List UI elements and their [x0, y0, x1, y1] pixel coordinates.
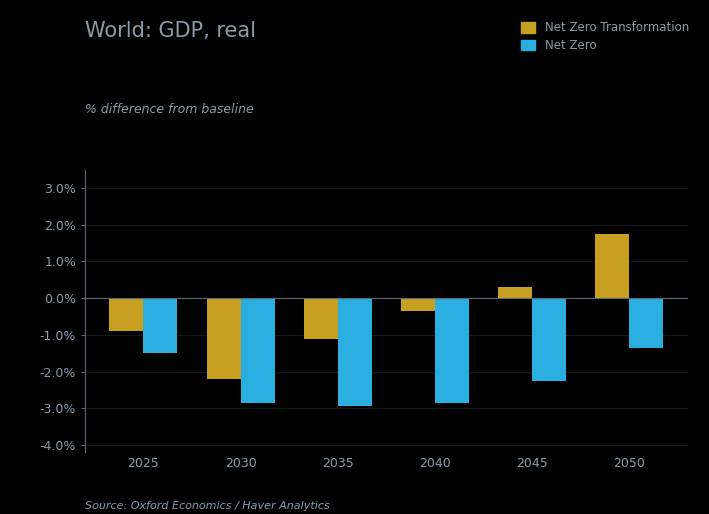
- Bar: [143, 298, 177, 353]
- Bar: [240, 298, 274, 403]
- Bar: [109, 298, 143, 331]
- Bar: [206, 298, 240, 379]
- Bar: [401, 298, 435, 311]
- Bar: [630, 298, 664, 347]
- Bar: [337, 298, 372, 407]
- Bar: [532, 298, 566, 381]
- Text: World: GDP, real: World: GDP, real: [85, 21, 256, 41]
- Bar: [596, 234, 630, 298]
- Bar: [303, 298, 337, 339]
- Legend: Net Zero Transformation, Net Zero: Net Zero Transformation, Net Zero: [521, 21, 689, 52]
- Text: % difference from baseline: % difference from baseline: [85, 103, 254, 116]
- Bar: [435, 298, 469, 403]
- Text: Source: Oxford Economics / Haver Analytics: Source: Oxford Economics / Haver Analyti…: [85, 502, 330, 511]
- Bar: [498, 287, 532, 298]
